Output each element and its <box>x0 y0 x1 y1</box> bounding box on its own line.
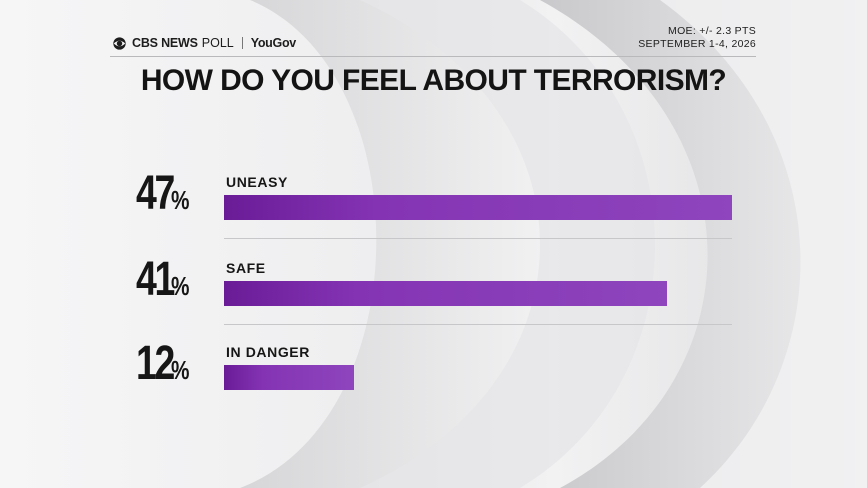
percent-sign: % <box>171 355 190 385</box>
value-label: 47% <box>136 170 195 218</box>
category-label: SAFE <box>226 260 266 276</box>
category-label: UNEASY <box>226 174 288 190</box>
cbs-eye-logo-icon <box>113 36 126 50</box>
category-label: IN DANGER <box>226 344 310 360</box>
margin-of-error: MOE: +/- 2.3 PTS <box>668 25 756 37</box>
poll-meta: MOE: +/- 2.3 PTS SEPTEMBER 1-4, 2026 <box>638 25 756 51</box>
brand-network: CBS NEWS <box>132 36 198 50</box>
brand-partner: YouGov <box>250 36 297 50</box>
value-number: 12 <box>136 337 175 390</box>
poll-dates: SEPTEMBER 1-4, 2026 <box>638 38 756 50</box>
percent-sign: % <box>171 185 190 215</box>
brand-separator <box>241 37 243 49</box>
chart-title: HOW DO YOU FEEL ABOUT TERRORISM? <box>140 64 727 97</box>
percent-sign: % <box>171 271 190 301</box>
header-divider <box>110 56 756 57</box>
value-label: 41% <box>136 256 195 304</box>
value-number: 47 <box>136 167 175 220</box>
row-divider <box>224 324 732 325</box>
bar <box>224 281 667 306</box>
row-divider <box>224 238 732 239</box>
brand-lockup: CBS NEWS POLL YouGov <box>113 34 296 52</box>
bar <box>224 195 732 220</box>
bar <box>224 365 354 390</box>
value-number: 41 <box>136 253 175 306</box>
brand-poll-word: POLL <box>201 36 234 50</box>
value-label: 12% <box>136 340 195 388</box>
